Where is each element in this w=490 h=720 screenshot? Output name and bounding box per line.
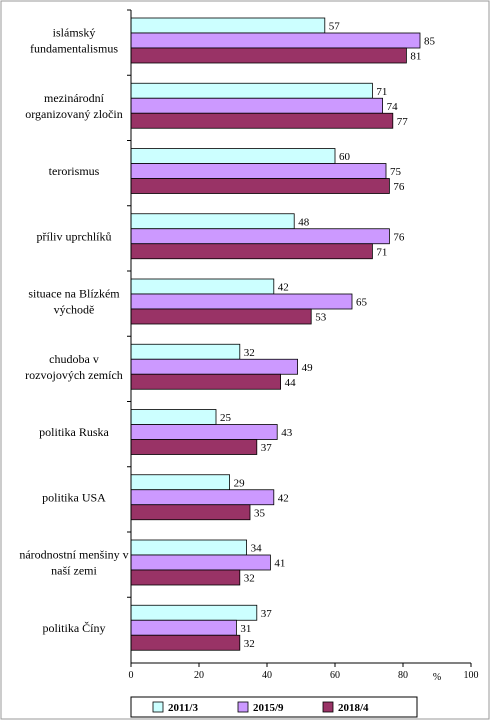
value-label: 34 xyxy=(251,543,263,555)
bar-2018/4-9 xyxy=(130,634,241,651)
bar-2011/3-9 xyxy=(130,604,258,621)
bar-2011/3-2 xyxy=(130,148,336,164)
bar-2011/3-5 xyxy=(130,343,241,360)
category-label: politika USA xyxy=(42,490,106,504)
bar-2018/4-1 xyxy=(130,112,394,129)
value-label: 65 xyxy=(356,297,368,309)
value-label: 48 xyxy=(298,216,310,228)
legend-label: 2018/4 xyxy=(338,702,369,714)
category-label: chudoba v xyxy=(49,352,99,366)
bar-2018/4-2 xyxy=(130,178,390,194)
bar-2018/4-5 xyxy=(130,373,282,390)
category-label: rozvojových zemích xyxy=(25,368,123,382)
value-label: 25 xyxy=(220,412,232,424)
category-label: naší zemi xyxy=(51,564,97,578)
category-label: situace na Blízkém xyxy=(28,287,120,301)
category-label: národnostní menšiny v xyxy=(19,548,128,562)
value-label: 74 xyxy=(387,101,399,113)
bar-area xyxy=(130,17,421,651)
bar-2018/4-3 xyxy=(130,243,373,260)
bar-2011/3-1 xyxy=(130,82,373,99)
value-label: 37 xyxy=(261,608,273,620)
value-label: 43 xyxy=(281,427,293,439)
value-label: 29 xyxy=(234,477,246,489)
value-label: 49 xyxy=(302,362,314,374)
category-label: politika Ruska xyxy=(39,425,109,439)
category-label: příliv uprchlíků xyxy=(37,229,112,243)
bar-2018/4-8 xyxy=(130,569,241,586)
value-label: 35 xyxy=(254,507,266,519)
x-tick-label: 20 xyxy=(194,670,204,681)
bar-2011/3-0 xyxy=(130,17,326,34)
bar-2015/9-0 xyxy=(130,32,421,49)
bar-2018/4-6 xyxy=(130,439,258,455)
legend-swatch-2011/3 xyxy=(152,701,164,713)
value-label: 42 xyxy=(278,282,289,294)
value-label: 32 xyxy=(244,573,255,585)
bar-2011/3-3 xyxy=(130,213,295,230)
legend: 2011/3 2015/9 2018/4 xyxy=(130,696,418,718)
bar-2011/3-4 xyxy=(130,278,275,295)
bar-2015/9-1 xyxy=(130,97,384,114)
value-label: 41 xyxy=(274,558,285,570)
category-label: mezinárodní xyxy=(44,91,105,105)
legend-swatch-2018/4 xyxy=(322,701,334,713)
legend-swatch-2015/9 xyxy=(237,701,249,713)
bar-2018/4-4 xyxy=(130,308,312,325)
value-label: 57 xyxy=(329,21,341,33)
value-label: 85 xyxy=(424,36,436,48)
value-label: 76 xyxy=(393,231,405,243)
bar-2015/9-9 xyxy=(130,619,237,636)
bar-2015/9-6 xyxy=(130,424,278,440)
bar-2011/3-7 xyxy=(130,474,230,491)
value-label: 71 xyxy=(376,86,387,98)
bar-2011/3-8 xyxy=(130,539,247,556)
value-label: 32 xyxy=(244,347,255,359)
axes: 0 20 40 60 80 100% xyxy=(127,9,479,683)
value-label: 71 xyxy=(376,246,387,258)
bar-2015/9-5 xyxy=(130,358,299,375)
bar-2015/9-3 xyxy=(130,228,390,245)
value-label: 31 xyxy=(240,623,251,635)
x-tick-label: 0 xyxy=(129,670,134,681)
legend-box xyxy=(130,696,418,718)
value-label: 42 xyxy=(278,492,289,504)
bar-2011/3-6 xyxy=(130,409,217,425)
bar-2015/9-2 xyxy=(130,163,387,179)
category-label: islámský xyxy=(53,26,96,40)
value-label: 53 xyxy=(315,312,327,324)
bar-2018/4-7 xyxy=(130,504,251,521)
category-label: politika Číny xyxy=(43,621,106,635)
value-label: 32 xyxy=(244,638,255,650)
x-tick-label: 60 xyxy=(330,670,340,681)
x-unit-label: % xyxy=(433,672,441,683)
value-label: 75 xyxy=(390,166,402,178)
x-tick-label: 80 xyxy=(398,670,408,681)
value-labels: 5785817174776075764876714265533249442543… xyxy=(220,21,436,650)
legend-label: 2015/9 xyxy=(253,702,284,714)
bar-2018/4-0 xyxy=(130,47,407,64)
value-label: 44 xyxy=(285,377,297,389)
value-label: 60 xyxy=(339,151,351,163)
category-labels: islámský fundamentalismus mezinárodní organ… xyxy=(19,26,128,635)
x-tick-label: 40 xyxy=(262,670,272,681)
x-tick-label: 100 xyxy=(464,670,479,681)
category-label: fundamentalismus xyxy=(30,42,118,56)
category-label: terorismus xyxy=(49,164,100,178)
value-label: 76 xyxy=(393,181,405,193)
value-label: 81 xyxy=(410,51,421,63)
value-label: 37 xyxy=(261,442,273,454)
legend-label: 2011/3 xyxy=(168,702,198,714)
bar-2015/9-8 xyxy=(130,554,271,571)
category-label: východě xyxy=(54,303,95,317)
bar-2015/9-4 xyxy=(130,293,353,310)
bar-2015/9-7 xyxy=(130,489,275,506)
value-label: 77 xyxy=(397,116,409,128)
category-label: organizovaný zločin xyxy=(25,107,122,121)
